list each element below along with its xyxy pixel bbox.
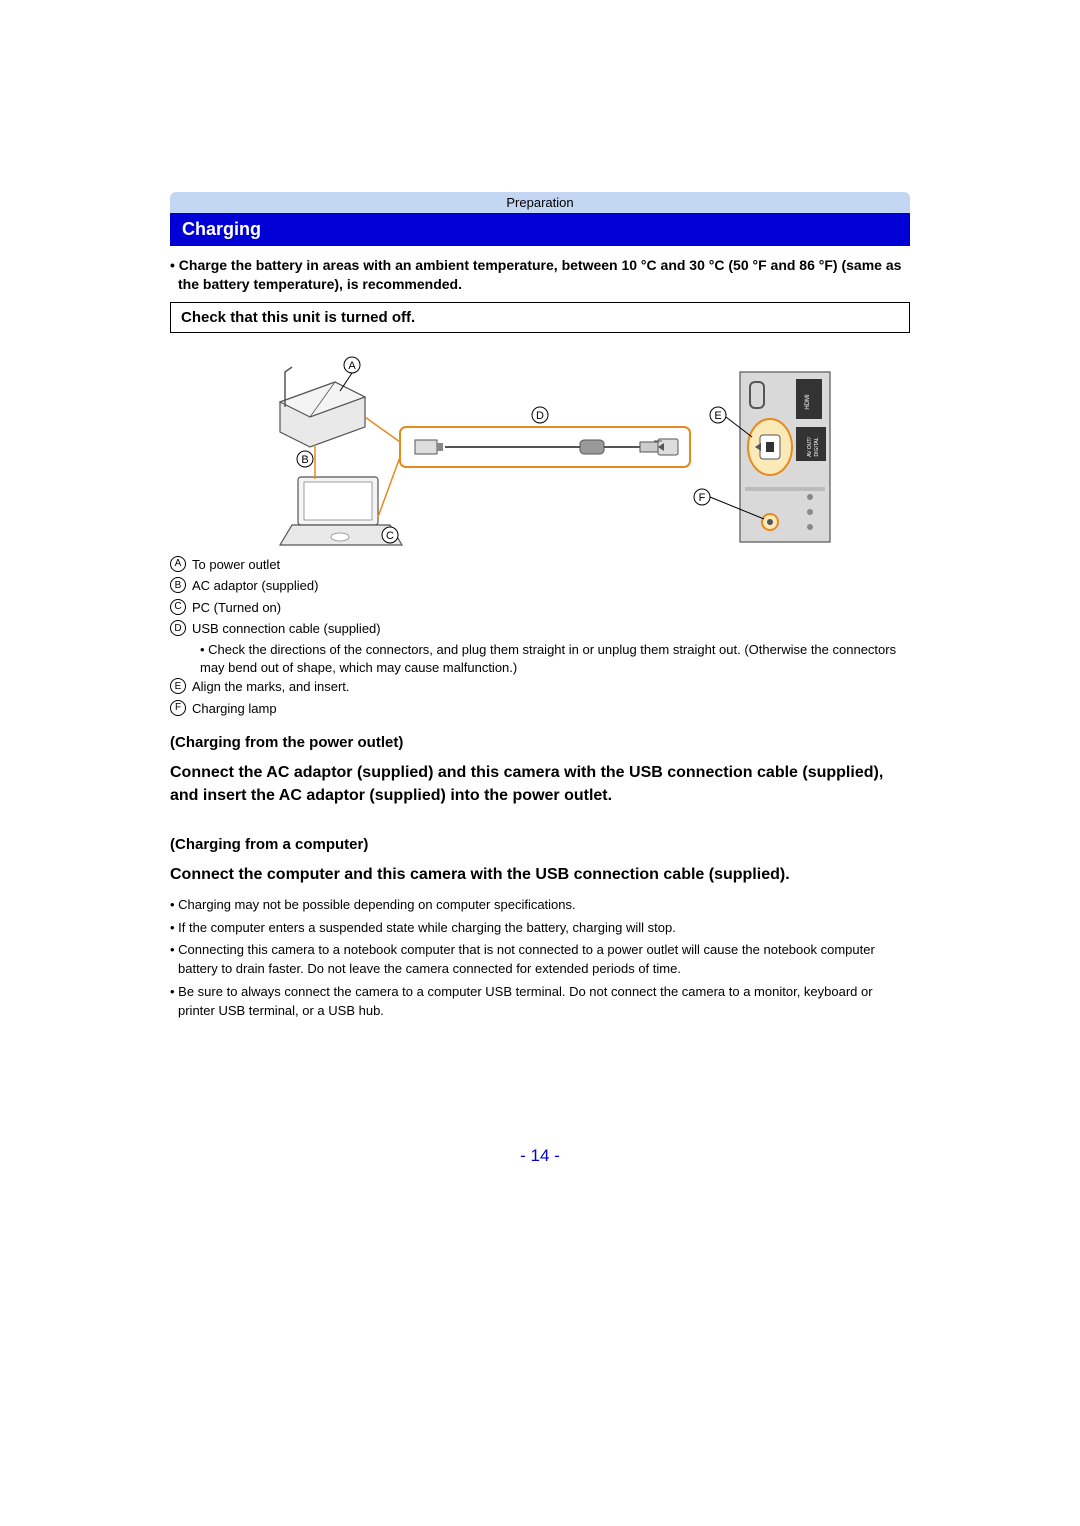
legend-text: AC adaptor (supplied) xyxy=(192,576,318,596)
section-lead-computer: Connect the computer and this camera wit… xyxy=(170,863,910,886)
svg-text:F: F xyxy=(699,492,706,504)
legend-text: Align the marks, and insert. xyxy=(192,677,350,697)
svg-text:C: C xyxy=(386,530,394,542)
usb-cable-icon xyxy=(400,427,690,467)
note-item: • If the computer enters a suspended sta… xyxy=(170,919,910,938)
legend-item: A To power outlet xyxy=(170,555,910,575)
section-lead-outlet: Connect the AC adaptor (supplied) and th… xyxy=(170,761,910,807)
computer-notes: • Charging may not be possible depending… xyxy=(170,896,910,1021)
ac-adaptor-icon xyxy=(280,367,365,447)
svg-text:DIGITAL: DIGITAL xyxy=(814,437,820,456)
legend-subnote: • Check the directions of the connectors… xyxy=(200,641,910,677)
note-item: • Be sure to always connect the camera t… xyxy=(170,983,910,1021)
svg-text:B: B xyxy=(301,454,308,466)
precondition-box: Check that this unit is turned off. xyxy=(170,302,910,333)
svg-text:A: A xyxy=(348,360,356,372)
legend-marker: F xyxy=(170,700,186,716)
legend-marker: C xyxy=(170,599,186,615)
breadcrumb: Preparation xyxy=(170,192,910,213)
legend-text: USB connection cable (supplied) xyxy=(192,619,381,639)
legend-text: Charging lamp xyxy=(192,699,277,719)
legend-marker: A xyxy=(170,556,186,572)
legend-item: C PC (Turned on) xyxy=(170,598,910,618)
svg-text:AV OUT/: AV OUT/ xyxy=(807,436,813,456)
svg-text:D: D xyxy=(536,410,544,422)
manual-page: Preparation Charging • Charge the batter… xyxy=(0,0,1080,1021)
connector-line xyxy=(365,417,400,442)
section-heading-computer: (Charging from a computer) xyxy=(170,836,910,853)
intro-note: • Charge the battery in areas with an am… xyxy=(170,256,910,294)
note-item: • Connecting this camera to a notebook c… xyxy=(170,941,910,979)
legend-text: To power outlet xyxy=(192,555,280,575)
svg-text:HDMI: HDMI xyxy=(805,394,811,410)
legend-item: B AC adaptor (supplied) xyxy=(170,576,910,596)
legend-marker: E xyxy=(170,678,186,694)
legend-item: D USB connection cable (supplied) xyxy=(170,619,910,639)
connector-line xyxy=(378,457,400,517)
svg-text:E: E xyxy=(714,410,721,422)
camera-port-icon: HDMI AV OUT/ DIGITAL xyxy=(740,372,830,542)
legend-marker: B xyxy=(170,577,186,593)
section-heading-outlet: (Charging from the power outlet) xyxy=(170,734,910,751)
legend-item: E Align the marks, and insert. xyxy=(170,677,910,697)
note-item: • Charging may not be possible depending… xyxy=(170,896,910,915)
diagram-legend: A To power outlet B AC adaptor (supplied… xyxy=(170,555,910,718)
page-number: - 14 - xyxy=(0,1146,1080,1166)
legend-text: PC (Turned on) xyxy=(192,598,281,618)
legend-item: F Charging lamp xyxy=(170,699,910,719)
charging-diagram: HDMI AV OUT/ DIGITAL A xyxy=(240,347,840,547)
page-title: Charging xyxy=(170,213,910,246)
legend-marker: D xyxy=(170,620,186,636)
